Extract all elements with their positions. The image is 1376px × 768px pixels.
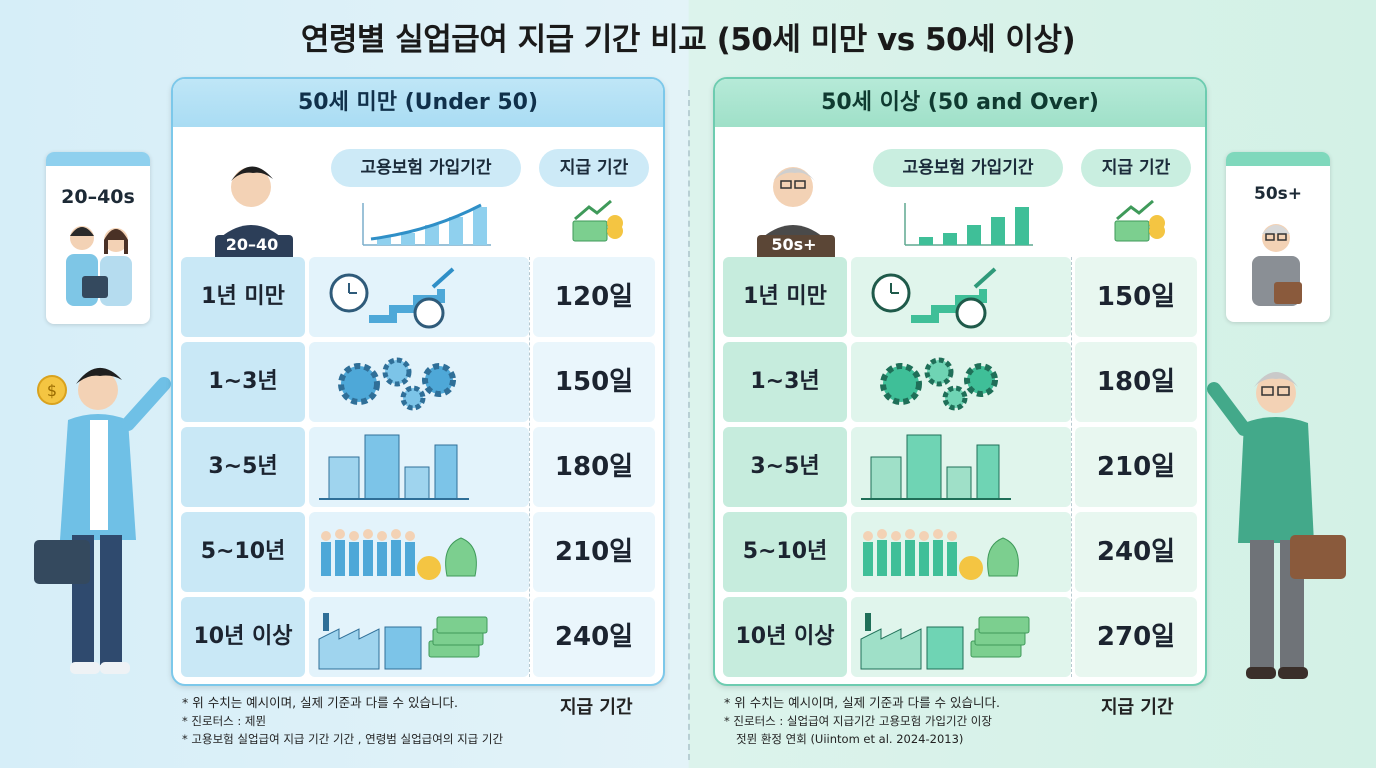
growth-chart-icon [904, 203, 1033, 246]
insured-period-cell: 1~3년 [723, 342, 847, 422]
gears-icon [309, 342, 529, 422]
panel-heading: 50세 미만 (Under 50) [173, 79, 663, 127]
workers-money-icon [851, 512, 1071, 592]
column-header-row: 50s+ 고용보험 가입기간 지급 기간 [723, 141, 1197, 265]
center-divider [688, 90, 690, 760]
insured-period-cell: 1년 미만 [181, 257, 305, 337]
factory-cash-icon [309, 597, 529, 677]
insured-period-cell: 3~5년 [181, 427, 305, 507]
insured-period-cell: 1~3년 [181, 342, 305, 422]
under-50-panel: 50세 미만 (Under 50) 20–40 고용보험 가입기간 지급 기간 [171, 77, 665, 686]
footnotes-50-plus: * 위 수치는 예시이며, 실제 기준과 다를 수 있습니다. * 진로터스 :… [724, 694, 1104, 748]
side-card-under-50: 20–40s [46, 152, 150, 324]
footnote: 젓뮌 환정 연회 (Uiintom et al. 2024-2013) [736, 732, 964, 746]
table-row: 1년 미만 120일 [181, 257, 655, 337]
table-row: 10년 이상 270일 [723, 597, 1197, 677]
benefit-days-cell: 210일 [533, 512, 655, 592]
table-row: 3~5년 210일 [723, 427, 1197, 507]
senior-worker-avatar: 50s+ [737, 151, 847, 265]
svg-text:$: $ [47, 381, 57, 400]
insured-period-cell: 10년 이상 [181, 597, 305, 677]
factory-cash-icon [851, 597, 1071, 677]
50-plus-panel: 50세 이상 (50 and Over) 50s+ 고용보험 가입기간 지급 기… [713, 77, 1207, 686]
benefit-days-cell: 240일 [1075, 512, 1197, 592]
insured-period-cell: 5~10년 [723, 512, 847, 592]
age-badge: 20–40 [225, 235, 279, 254]
clock-stairs-icon [851, 257, 1071, 337]
benefit-days-cell: 270일 [1075, 597, 1197, 677]
benefit-days-cell: 210일 [1075, 427, 1197, 507]
table-row: 5~10년 210일 [181, 512, 655, 592]
footnote: * 진로터스 : 제뮌 [182, 714, 267, 728]
benefit-days-cell: 180일 [1075, 342, 1197, 422]
footnote: * 진로터스 : 실업급여 지급기간 고용모험 가입기간 이장 [724, 714, 992, 728]
workers-money-icon [309, 512, 529, 592]
benefit-table: 1년 미만 120일 1~3년 150일 3~5년 180일 5~10년 [181, 257, 655, 682]
insured-period-cell: 5~10년 [181, 512, 305, 592]
benefit-days-cell: 240일 [533, 597, 655, 677]
table-row: 5~10년 240일 [723, 512, 1197, 592]
gears-icon [851, 342, 1071, 422]
age-badge: 50s+ [771, 235, 817, 254]
footnote: * 위 수치는 예시이며, 실제 기준과 다를 수 있습니다. [182, 695, 458, 710]
footnotes-under-50: * 위 수치는 예시이며, 실제 기준과 다를 수 있습니다. * 진로터스 :… [182, 694, 562, 748]
benefit-table: 1년 미만 150일 1~3년 180일 3~5년 210일 5~10년 [723, 257, 1197, 682]
young-people-icon [66, 226, 132, 306]
table-row: 10년 이상 240일 [181, 597, 655, 677]
footer-benefit-label: 지급 기간 [1101, 697, 1174, 718]
side-card-label: 20–40s [61, 186, 135, 208]
column-divider [1071, 257, 1072, 677]
buildings-icon [309, 427, 529, 507]
column-header-insured-period: 고용보험 가입기간 [873, 149, 1063, 187]
table-row: 1년 미만 150일 [723, 257, 1197, 337]
money-growth-icon [572, 199, 623, 242]
column-divider [529, 257, 530, 677]
insured-period-cell: 1년 미만 [723, 257, 847, 337]
page-title: 연령별 실업급여 지급 기간 비교 (50세 미만 vs 50세 이상) [300, 22, 1076, 58]
table-row: 1~3년 180일 [723, 342, 1197, 422]
table-row: 3~5년 180일 [181, 427, 655, 507]
column-header-benefit-period: 지급 기간 [539, 149, 649, 187]
young-worker-avatar: 20–40 [195, 151, 305, 265]
panel-heading: 50세 이상 (50 and Over) [715, 79, 1205, 127]
clock-stairs-icon [309, 257, 529, 337]
money-growth-icon [1114, 199, 1165, 242]
benefit-days-cell: 180일 [533, 427, 655, 507]
side-card-label: 50s+ [1253, 184, 1303, 204]
insured-period-cell: 10년 이상 [723, 597, 847, 677]
side-card-50-plus: 50s+ [1226, 152, 1330, 322]
senior-man-illustration [1207, 372, 1346, 679]
benefit-days-cell: 150일 [1075, 257, 1197, 337]
footer-benefit-label: 지급 기간 [560, 697, 633, 718]
benefit-days-cell: 150일 [533, 342, 655, 422]
table-row: 1~3년 150일 [181, 342, 655, 422]
senior-person-icon [1252, 224, 1302, 306]
growth-chart-icon [362, 203, 491, 246]
buildings-icon [851, 427, 1071, 507]
insured-period-cell: 3~5년 [723, 427, 847, 507]
young-man-illustration: $ [34, 367, 171, 674]
column-header-insured-period: 고용보험 가입기간 [331, 149, 521, 187]
column-header-row: 20–40 고용보험 가입기간 지급 기간 [181, 141, 655, 265]
footnote: * 고용보험 실업급여 지급 기간 기간 , 연령범 실업급여의 지급 기간 [182, 732, 504, 746]
footnote: * 위 수치는 예시이며, 실제 기준과 다를 수 있습니다. [724, 695, 1000, 710]
column-header-benefit-period: 지급 기간 [1081, 149, 1191, 187]
benefit-days-cell: 120일 [533, 257, 655, 337]
